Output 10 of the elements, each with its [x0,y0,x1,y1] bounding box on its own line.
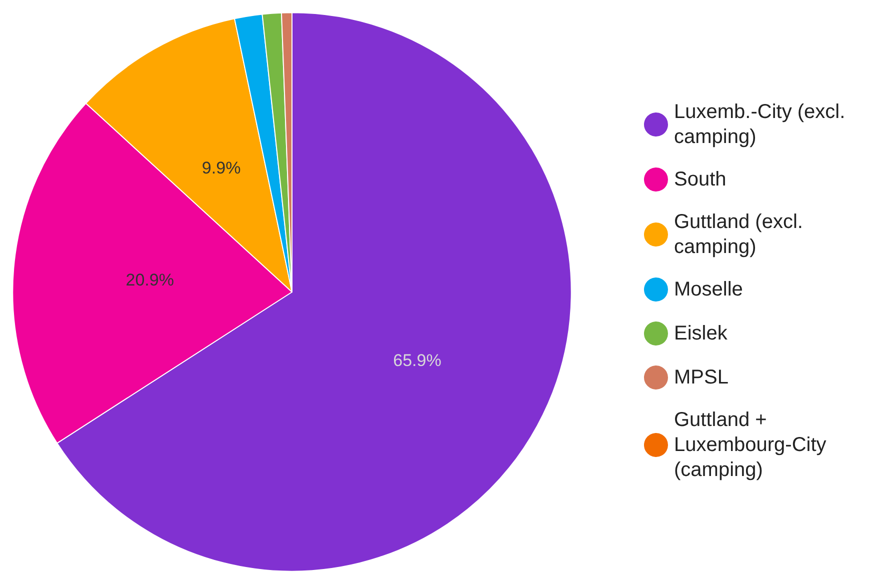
legend-label: Guttland (excl. camping) [674,211,809,258]
data-label: 9.9% [202,158,241,178]
legend-label: South [674,168,726,190]
legend-label: MPSL [674,366,728,388]
legend-label: Moselle [674,278,743,300]
legend-label: Eislek [674,322,728,344]
legend-label: Luxemb.-City (excl. camping) [674,101,851,148]
legend-label: Guttland + Luxembourg-City (camping) [674,409,832,481]
data-label: 65.9% [393,350,442,370]
data-label: 20.9% [126,270,174,290]
